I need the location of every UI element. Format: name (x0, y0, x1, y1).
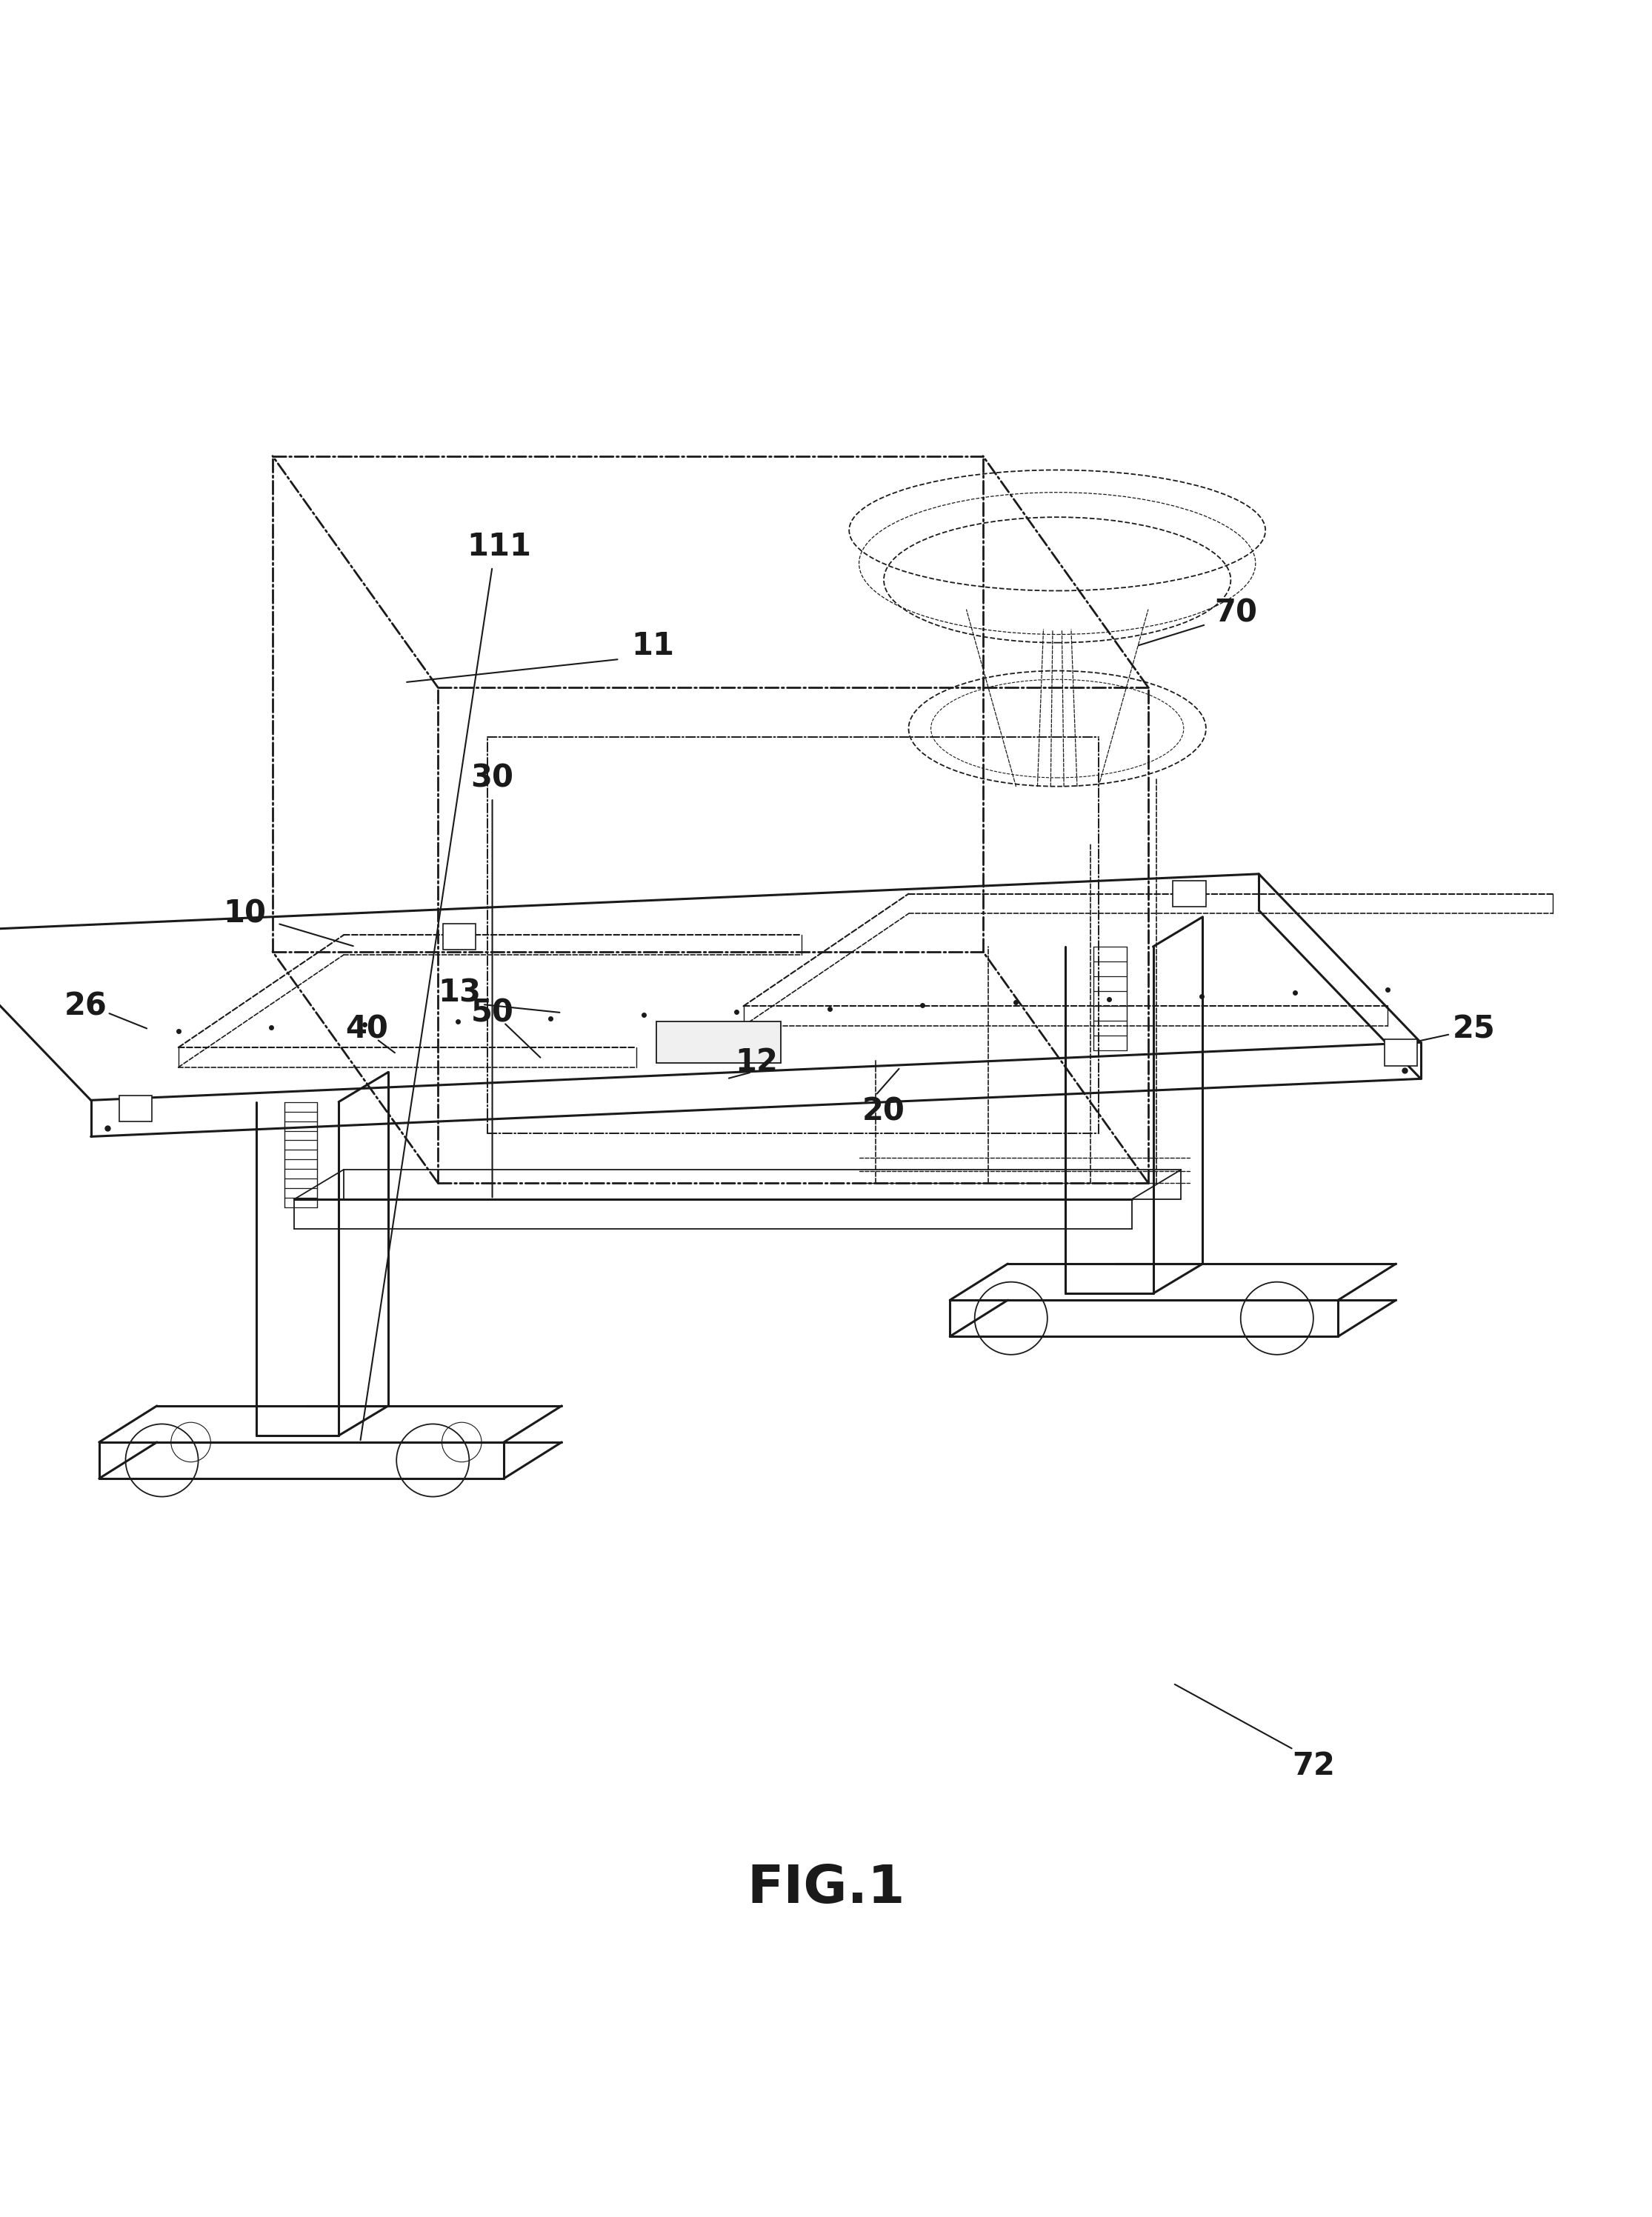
Bar (1173, 880, 1206, 907)
Text: 40: 40 (345, 1013, 388, 1044)
Text: 12: 12 (735, 1046, 778, 1077)
Text: 72: 72 (1292, 1751, 1335, 1782)
Text: 25: 25 (1452, 1013, 1495, 1044)
Text: FIG.1: FIG.1 (747, 1862, 905, 1913)
Text: 13: 13 (438, 978, 481, 1009)
Text: 30: 30 (471, 763, 514, 794)
Text: 11: 11 (631, 630, 674, 661)
Text: 10: 10 (223, 898, 266, 929)
Text: 111: 111 (466, 532, 532, 563)
Bar (443, 924, 476, 949)
Text: 50: 50 (471, 998, 514, 1029)
Text: 20: 20 (862, 1095, 905, 1128)
Bar (1384, 1040, 1417, 1066)
Text: 26: 26 (64, 991, 107, 1022)
Text: 70: 70 (1214, 596, 1257, 627)
Bar (119, 1095, 152, 1122)
FancyBboxPatch shape (657, 1022, 781, 1064)
